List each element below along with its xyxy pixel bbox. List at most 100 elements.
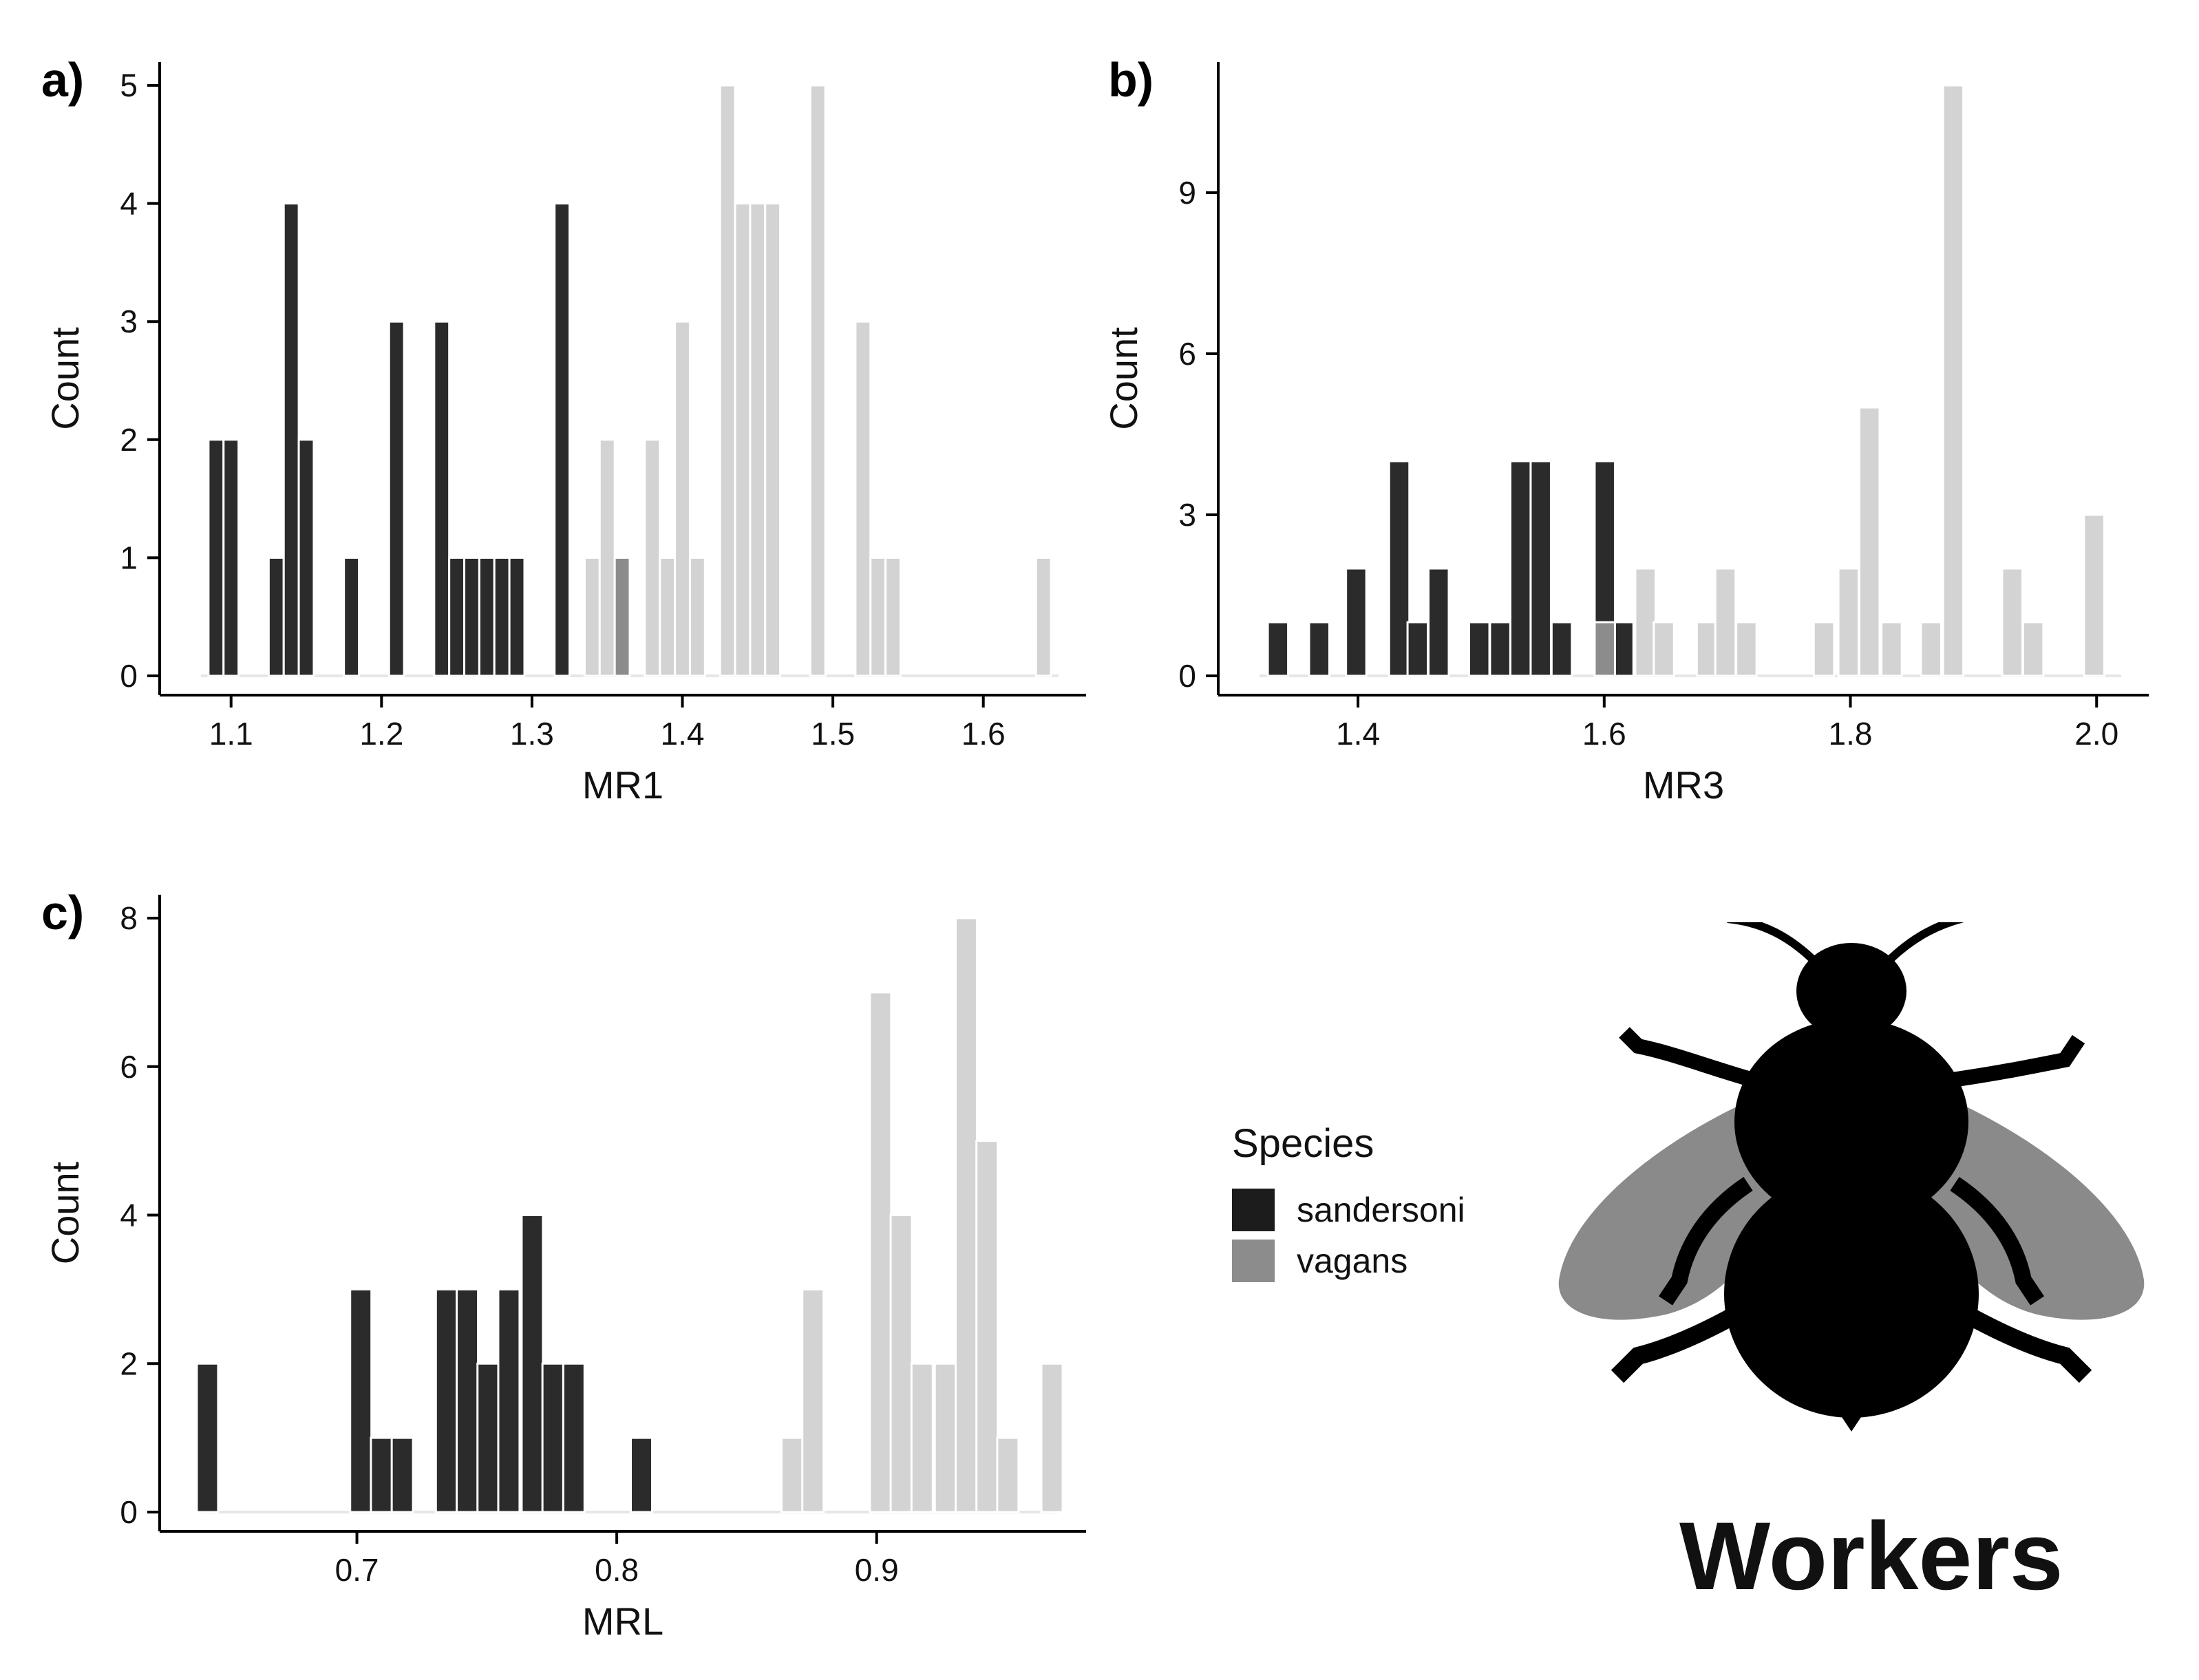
bar-vagans xyxy=(644,438,661,677)
bar-vagans xyxy=(1812,621,1836,677)
y-tick-label: 6 xyxy=(120,1049,138,1085)
thorax xyxy=(1734,1019,1968,1225)
bar-vagans xyxy=(764,202,782,677)
y-tick-label: 4 xyxy=(120,1198,138,1233)
bar-sandersoni xyxy=(630,1436,653,1513)
bar-sandersoni xyxy=(1308,621,1331,677)
bar-sandersoni xyxy=(476,1362,500,1513)
bar-vagans xyxy=(749,202,767,677)
x-tick-label: 1.6 xyxy=(962,716,1006,752)
bar-sandersoni xyxy=(433,320,451,677)
bar-vagans xyxy=(1695,621,1719,677)
bar-sandersoni xyxy=(370,1436,394,1513)
x-tick-label: 1.1 xyxy=(209,716,253,752)
mid-right-leg xyxy=(1950,1177,2044,1306)
legend-label-sandersoni: sandersoni xyxy=(1297,1191,1465,1229)
bar-sandersoni xyxy=(349,1288,373,1513)
panel-label: c) xyxy=(41,886,84,939)
bar-sandersoni xyxy=(297,438,315,677)
bar-sandersoni xyxy=(1345,567,1368,677)
bar-sandersoni xyxy=(463,556,480,677)
mid-left-leg xyxy=(1659,1177,1753,1306)
y-tick-label: 6 xyxy=(1178,336,1196,372)
bar-sandersoni xyxy=(1266,621,1290,677)
bar-vagans xyxy=(801,1288,825,1513)
bar-sandersoni xyxy=(434,1288,458,1513)
chart-panel-1: b) 0 3 6 9 1.4 1.6 1.8 2.0 MR3 Count xyxy=(1102,53,2149,807)
bar-sandersoni xyxy=(448,556,466,677)
bar-sandersoni xyxy=(1529,460,1552,677)
bar-vagans xyxy=(1593,621,1616,677)
y-axis-title: Count xyxy=(1102,327,1145,430)
x-axis-title: MR1 xyxy=(582,763,663,807)
y-tick-label: 5 xyxy=(120,67,138,103)
bar-vagans xyxy=(996,1436,1020,1513)
x-axis-title: MRL xyxy=(582,1599,663,1643)
bar-sandersoni xyxy=(222,438,240,677)
bar-vagans xyxy=(598,438,616,677)
bar-vagans xyxy=(975,1140,999,1513)
bar-vagans xyxy=(1653,621,1675,677)
x-tick-label: 1.4 xyxy=(661,716,705,752)
bar-vagans xyxy=(780,1436,804,1513)
panel-label: a) xyxy=(41,53,84,107)
bar-sandersoni xyxy=(387,320,405,677)
bar-sandersoni xyxy=(562,1362,586,1513)
bar-vagans xyxy=(719,84,736,677)
bar-vagans xyxy=(734,202,752,677)
bar-vagans xyxy=(2083,513,2105,677)
x-tick-label: 1.5 xyxy=(811,716,855,752)
bar-vagans xyxy=(613,556,631,677)
bar-sandersoni xyxy=(1593,460,1616,677)
hind-right-leg xyxy=(1950,1299,2092,1383)
right-wing xyxy=(1920,1101,2145,1320)
x-axis-title: MR3 xyxy=(1643,763,1724,807)
x-tick-label: 2.0 xyxy=(2074,716,2118,752)
bar-overlap xyxy=(1593,621,1616,677)
y-tick-label: 8 xyxy=(120,900,138,936)
y-tick-label: 2 xyxy=(120,422,138,458)
bar-sandersoni xyxy=(207,438,225,677)
bar-vagans xyxy=(1034,556,1052,677)
bar-vagans xyxy=(1880,621,1903,677)
bar-sandersoni xyxy=(1550,621,1573,677)
x-tick-label: 1.3 xyxy=(510,716,554,752)
bar-sandersoni xyxy=(1489,621,1511,677)
bar-vagans xyxy=(889,1214,913,1513)
bar-sandersoni xyxy=(1612,621,1635,677)
y-tick-label: 0 xyxy=(120,658,138,694)
bar-sandersoni xyxy=(1388,460,1411,677)
bar-vagans xyxy=(674,320,691,677)
bar-vagans xyxy=(910,1362,934,1513)
x-tick-label: 1.4 xyxy=(1336,716,1380,752)
left-antenna xyxy=(1727,922,1820,967)
bee-silhouette xyxy=(1558,922,2145,1432)
bar-vagans xyxy=(688,556,706,677)
bar-sandersoni xyxy=(1468,621,1491,677)
x-tick-label: 0.9 xyxy=(855,1552,899,1588)
legend-label-vagans: vagans xyxy=(1297,1242,1408,1280)
bar-vagans xyxy=(933,1362,957,1513)
front-left-leg xyxy=(1619,1027,1758,1088)
hind-left-leg xyxy=(1611,1299,1753,1383)
bar-vagans xyxy=(884,556,902,677)
y-tick-label: 3 xyxy=(120,304,138,339)
x-tick-label: 1.6 xyxy=(1582,716,1626,752)
bar-sandersoni xyxy=(267,556,285,677)
legend-title: Species xyxy=(1232,1121,1374,1166)
bar-vagans xyxy=(659,556,677,677)
legend-item-vagans: vagans xyxy=(1232,1235,1465,1286)
y-tick-label: 2 xyxy=(120,1346,138,1381)
panel-label: b) xyxy=(1108,53,1154,107)
y-tick-label: 0 xyxy=(1178,658,1196,694)
bar-sandersoni xyxy=(1427,567,1450,677)
bar-vagans xyxy=(1714,567,1737,677)
bar-sandersoni xyxy=(456,1288,479,1513)
head xyxy=(1796,943,1906,1039)
bar-vagans xyxy=(1837,567,1860,677)
y-tick-label: 9 xyxy=(1178,175,1196,211)
bar-vagans xyxy=(869,556,887,677)
abdomen xyxy=(1724,1170,1979,1418)
chart-panel-2: c) 0 2 4 6 8 0.7 0.8 0.9 MRL Count xyxy=(41,886,1086,1643)
legend-item-sandersoni: sandersoni xyxy=(1232,1184,1465,1235)
